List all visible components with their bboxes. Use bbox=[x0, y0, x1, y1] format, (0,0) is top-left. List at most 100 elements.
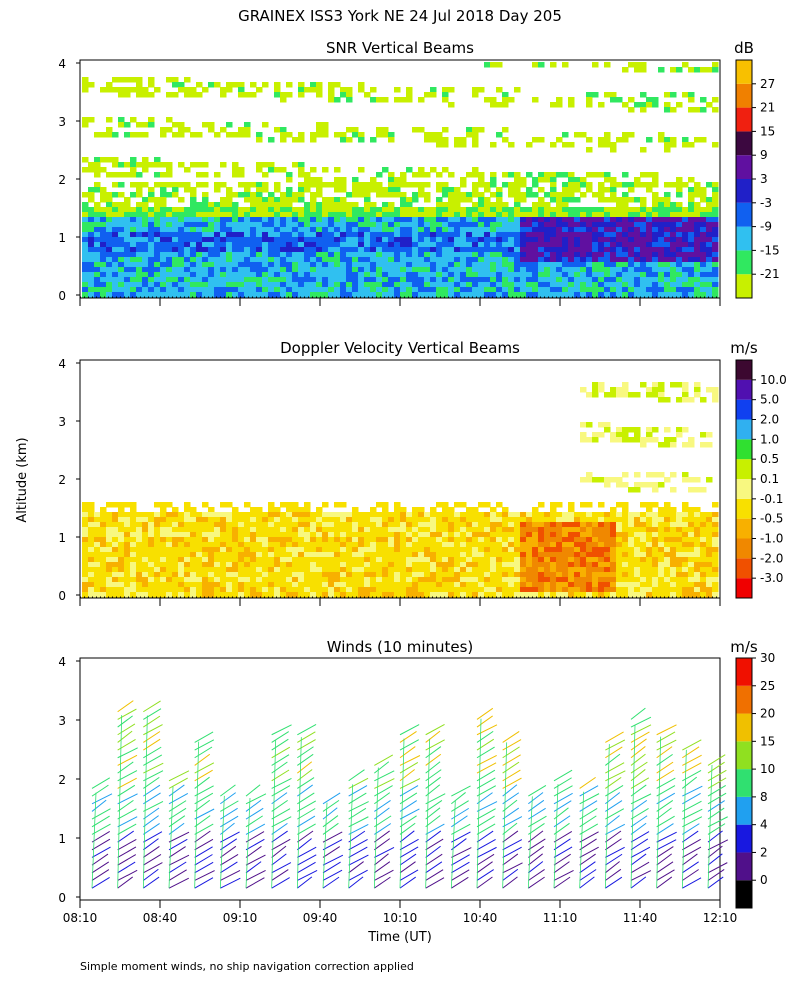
doppler-cell bbox=[286, 592, 293, 598]
doppler-cell bbox=[388, 592, 395, 598]
snr-cell bbox=[634, 217, 641, 223]
doppler-cell bbox=[166, 547, 173, 553]
doppler-cell bbox=[292, 537, 299, 543]
doppler-cell bbox=[400, 512, 407, 518]
doppler-cell bbox=[502, 537, 509, 543]
snr-cell bbox=[568, 217, 575, 223]
snr-cell bbox=[538, 282, 545, 288]
doppler-cell bbox=[436, 572, 443, 578]
snr-cell bbox=[448, 227, 455, 233]
doppler-cell bbox=[148, 572, 155, 578]
doppler-cell bbox=[652, 482, 659, 488]
snr-cell bbox=[466, 227, 473, 233]
snr-cell bbox=[220, 252, 227, 258]
doppler-cell bbox=[106, 567, 113, 573]
snr-cell bbox=[118, 92, 125, 98]
snr-cell bbox=[226, 257, 233, 263]
snr-cell bbox=[304, 242, 311, 248]
wind-barb bbox=[168, 792, 189, 805]
doppler-cell bbox=[154, 582, 161, 588]
snr-cell bbox=[256, 227, 263, 233]
snr-cell bbox=[346, 257, 353, 263]
snr-cell bbox=[640, 107, 647, 113]
doppler-cell bbox=[280, 567, 287, 573]
snr-cell bbox=[286, 187, 293, 193]
doppler-cell bbox=[274, 517, 281, 523]
snr-cell bbox=[556, 207, 563, 213]
snr-cell bbox=[130, 192, 137, 198]
doppler-cell bbox=[658, 442, 665, 448]
doppler-cell bbox=[676, 517, 683, 523]
snr-cell bbox=[172, 257, 179, 263]
snr-cell bbox=[664, 247, 671, 253]
snr-cell bbox=[100, 257, 107, 263]
snr-cell bbox=[322, 252, 329, 258]
doppler-cell bbox=[610, 537, 617, 543]
doppler-cell bbox=[400, 587, 407, 593]
snr-cell bbox=[460, 207, 467, 213]
doppler-cell bbox=[112, 587, 119, 593]
snr-cell bbox=[340, 207, 347, 213]
snr-cell bbox=[334, 282, 341, 288]
snr-cell bbox=[148, 117, 155, 123]
wind-barb bbox=[117, 869, 138, 881]
doppler-cell bbox=[382, 537, 389, 543]
snr-cell bbox=[574, 222, 581, 228]
doppler-cell bbox=[430, 582, 437, 588]
doppler-cell bbox=[268, 542, 275, 548]
snr-cell bbox=[238, 232, 245, 238]
wind-barb bbox=[117, 739, 136, 751]
snr-colorbar-unit: dB bbox=[734, 39, 754, 57]
doppler-cell bbox=[286, 537, 293, 543]
snr-cell bbox=[280, 97, 287, 103]
doppler-cell bbox=[694, 552, 701, 558]
snr-cell bbox=[310, 87, 317, 93]
doppler-cell bbox=[490, 532, 497, 538]
doppler-cell bbox=[658, 507, 665, 513]
doppler-cell bbox=[178, 592, 185, 598]
snr-cell bbox=[406, 207, 413, 213]
doppler-cell bbox=[502, 562, 509, 568]
snr-cell bbox=[160, 292, 167, 298]
doppler-cell bbox=[502, 577, 509, 583]
snr-cell bbox=[472, 292, 479, 298]
doppler-cell bbox=[298, 512, 305, 518]
snr-cell bbox=[694, 287, 701, 293]
doppler-cell bbox=[496, 572, 503, 578]
snr-cell bbox=[184, 277, 191, 283]
snr-cell bbox=[424, 172, 431, 178]
snr-cell bbox=[328, 202, 335, 208]
doppler-cell bbox=[646, 567, 653, 573]
snr-cell bbox=[394, 287, 401, 293]
snr-cell bbox=[304, 272, 311, 278]
snr-cell bbox=[652, 247, 659, 253]
doppler-cell bbox=[634, 542, 641, 548]
snr-cell bbox=[358, 232, 365, 238]
snr-cell bbox=[574, 272, 581, 278]
snr-cell bbox=[688, 252, 695, 258]
snr-cell bbox=[670, 227, 677, 233]
doppler-cell bbox=[550, 532, 557, 538]
doppler-cell bbox=[700, 547, 707, 553]
snr-cell bbox=[652, 177, 659, 183]
snr-cell bbox=[628, 107, 635, 113]
snr-cell bbox=[634, 62, 641, 68]
doppler-cell bbox=[304, 557, 311, 563]
doppler-cell bbox=[298, 547, 305, 553]
doppler-cell bbox=[100, 572, 107, 578]
snr-cell bbox=[652, 257, 659, 263]
snr-cell bbox=[634, 247, 641, 253]
snr-cell bbox=[82, 272, 89, 278]
doppler-cell bbox=[544, 517, 551, 523]
doppler-cell bbox=[142, 552, 149, 558]
snr-cell bbox=[484, 227, 491, 233]
snr-cell bbox=[178, 222, 185, 228]
doppler-cell bbox=[244, 587, 251, 593]
doppler-cell bbox=[244, 502, 251, 508]
snr-cell bbox=[274, 127, 281, 133]
doppler-cell bbox=[364, 522, 371, 528]
doppler-cell bbox=[376, 512, 383, 518]
snr-cell bbox=[364, 292, 371, 298]
doppler-cell bbox=[574, 562, 581, 568]
doppler-cell bbox=[298, 567, 305, 573]
